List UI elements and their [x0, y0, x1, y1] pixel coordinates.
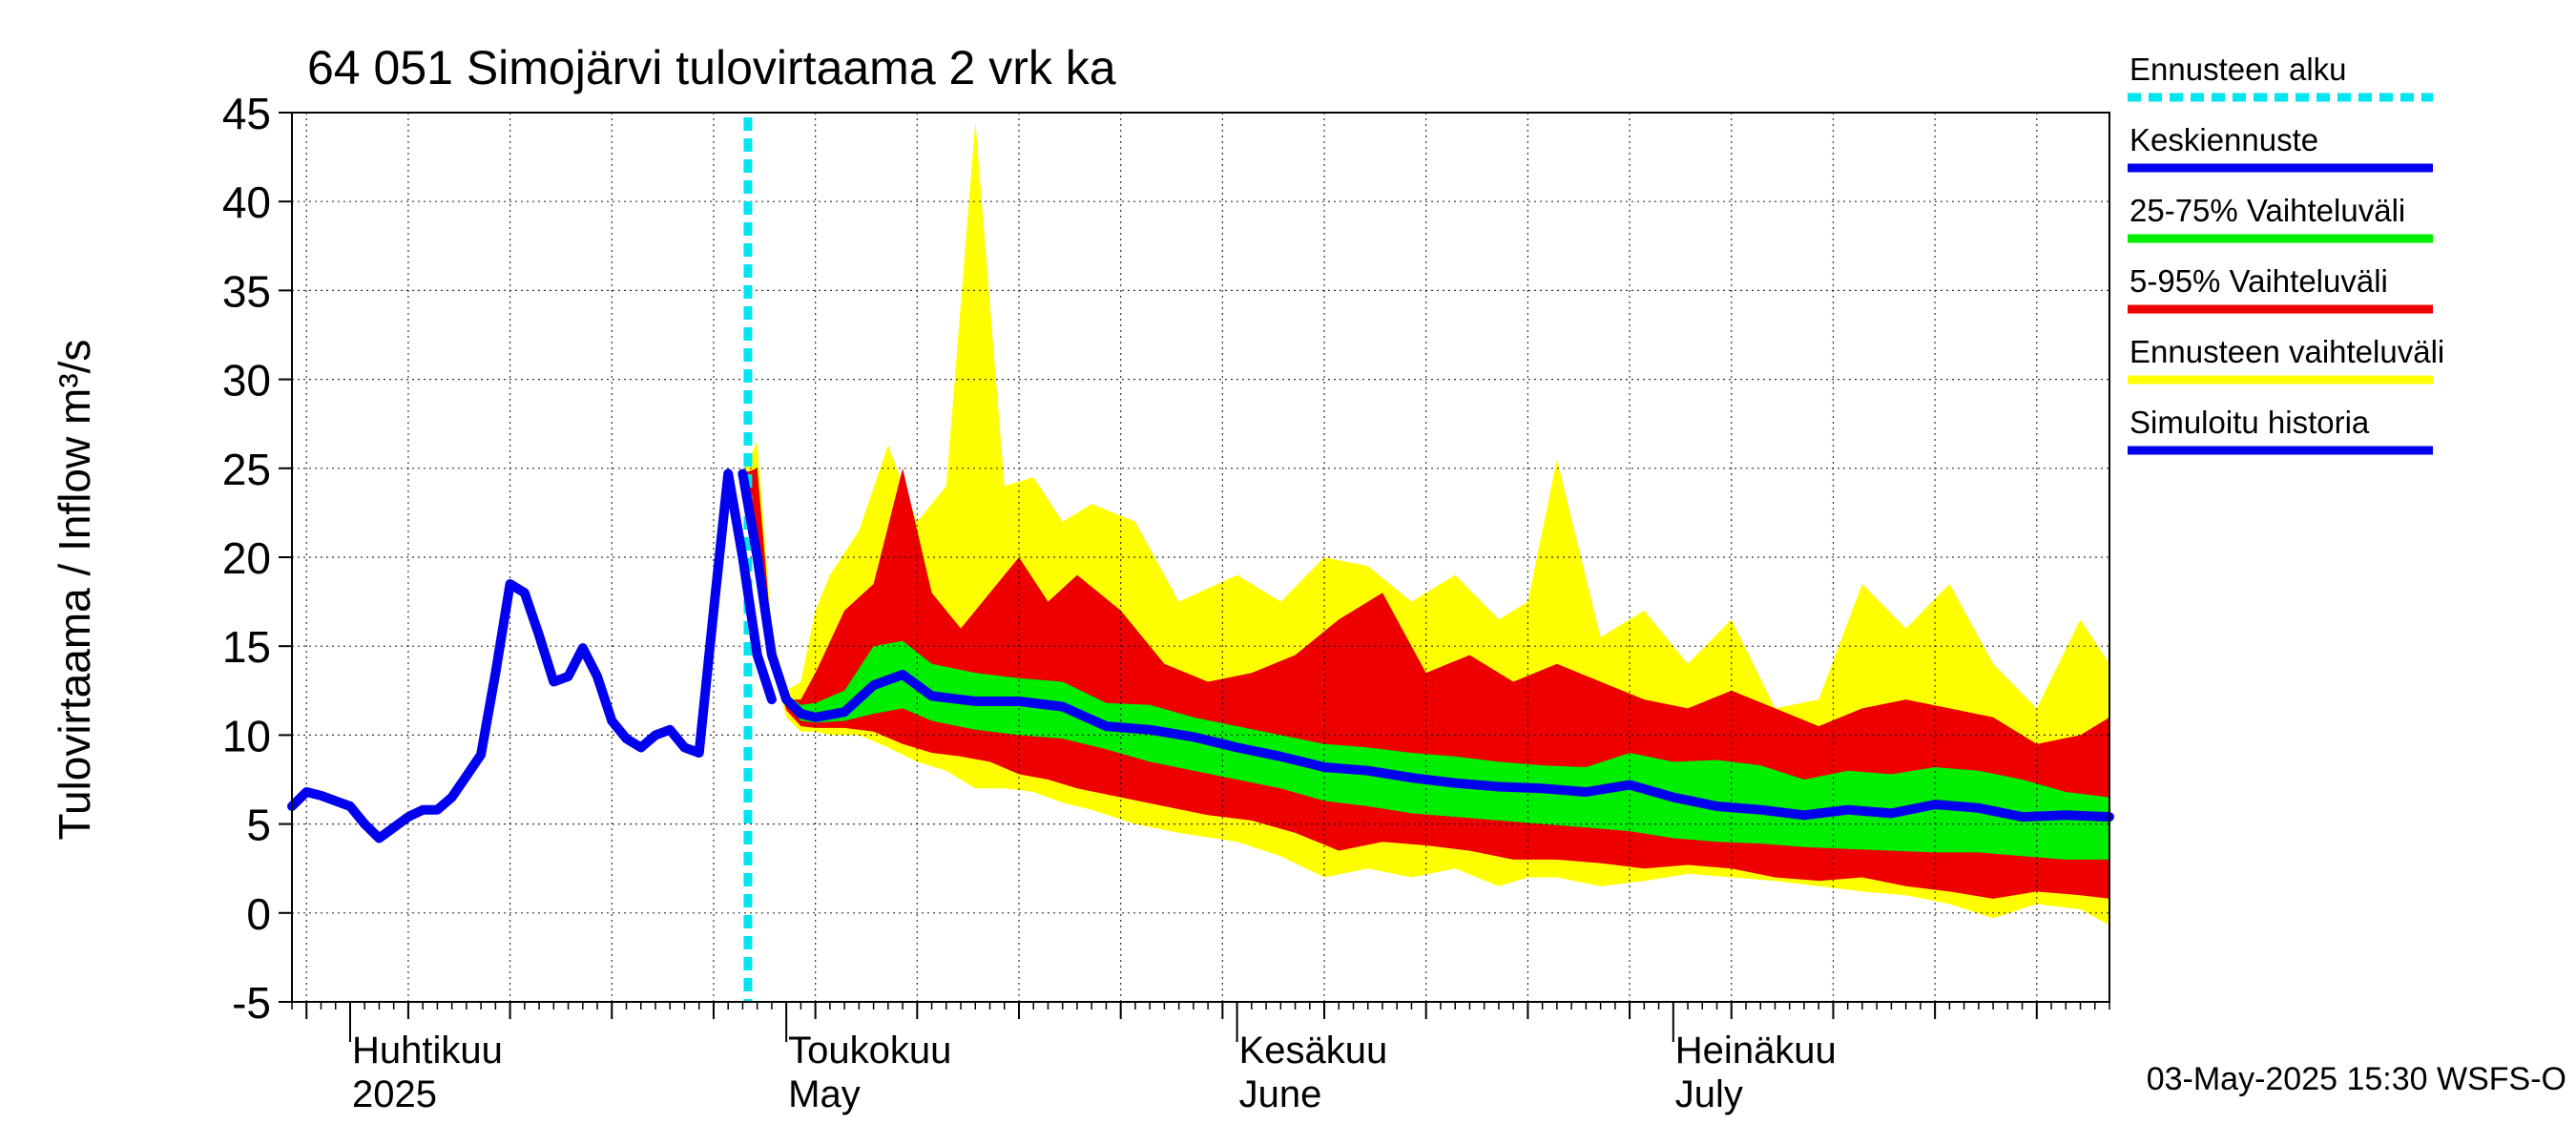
series-line-0: [287, 468, 777, 843]
legend: Ennusteen alku Keskiennuste 25-75% Vaihtel…: [2128, 52, 2444, 455]
chart-title: 64 051 Simojärvi tulovirtaama 2 vrk ka: [307, 41, 1116, 94]
x-tick-label-sub: July: [1675, 1073, 1743, 1115]
x-tick-label-month: Toukokuu: [788, 1030, 951, 1072]
x-tick-label-sub: 2025: [352, 1073, 437, 1115]
y-tick-label: 30: [222, 356, 271, 406]
y-tick-label: 0: [246, 889, 271, 939]
y-tick-label: 40: [222, 177, 271, 227]
legend-label-1: Keskiennuste: [2129, 122, 2318, 157]
x-tick-label-month: Heinäkuu: [1675, 1030, 1837, 1072]
y-tick-label: 10: [222, 711, 271, 760]
legend-label-3: 5-95% Vaihteluväli: [2129, 263, 2388, 299]
x-tick-label-month: Huhtikuu: [352, 1030, 503, 1072]
series-line-1: [737, 468, 2114, 822]
y-tick-label: 25: [222, 445, 271, 494]
y-tick-label: -5: [232, 978, 271, 1028]
y-tick-label: 20: [222, 533, 271, 583]
legend-label-4: Ennusteen vaihteluväli: [2129, 334, 2444, 369]
x-tick-label-sub: May: [788, 1073, 861, 1115]
data-lines: [287, 117, 2114, 1002]
y-tick-label: 5: [246, 801, 271, 850]
forecast-bands: [742, 121, 2109, 926]
y-tick-label: 45: [222, 89, 271, 138]
y-axis: -5 0 5 10 15 20 25 30 35 40 45: [222, 89, 292, 1028]
y-tick-label: 15: [222, 622, 271, 672]
footer-timestamp: 03-May-2025 15:30 WSFS-O: [2147, 1061, 2566, 1097]
legend-label-2: 25-75% Vaihteluväli: [2129, 193, 2405, 228]
legend-label-5: Simuloitu historia: [2129, 405, 2370, 440]
x-tick-label-month: Kesäkuu: [1239, 1030, 1388, 1072]
plot-area: [287, 112, 2114, 1003]
legend-label-0: Ennusteen alku: [2129, 52, 2347, 87]
x-tick-label-sub: June: [1239, 1073, 1322, 1115]
y-axis-label: Tulovirtaama / Inflow m³/s: [50, 340, 99, 841]
y-tick-label: 35: [222, 266, 271, 316]
